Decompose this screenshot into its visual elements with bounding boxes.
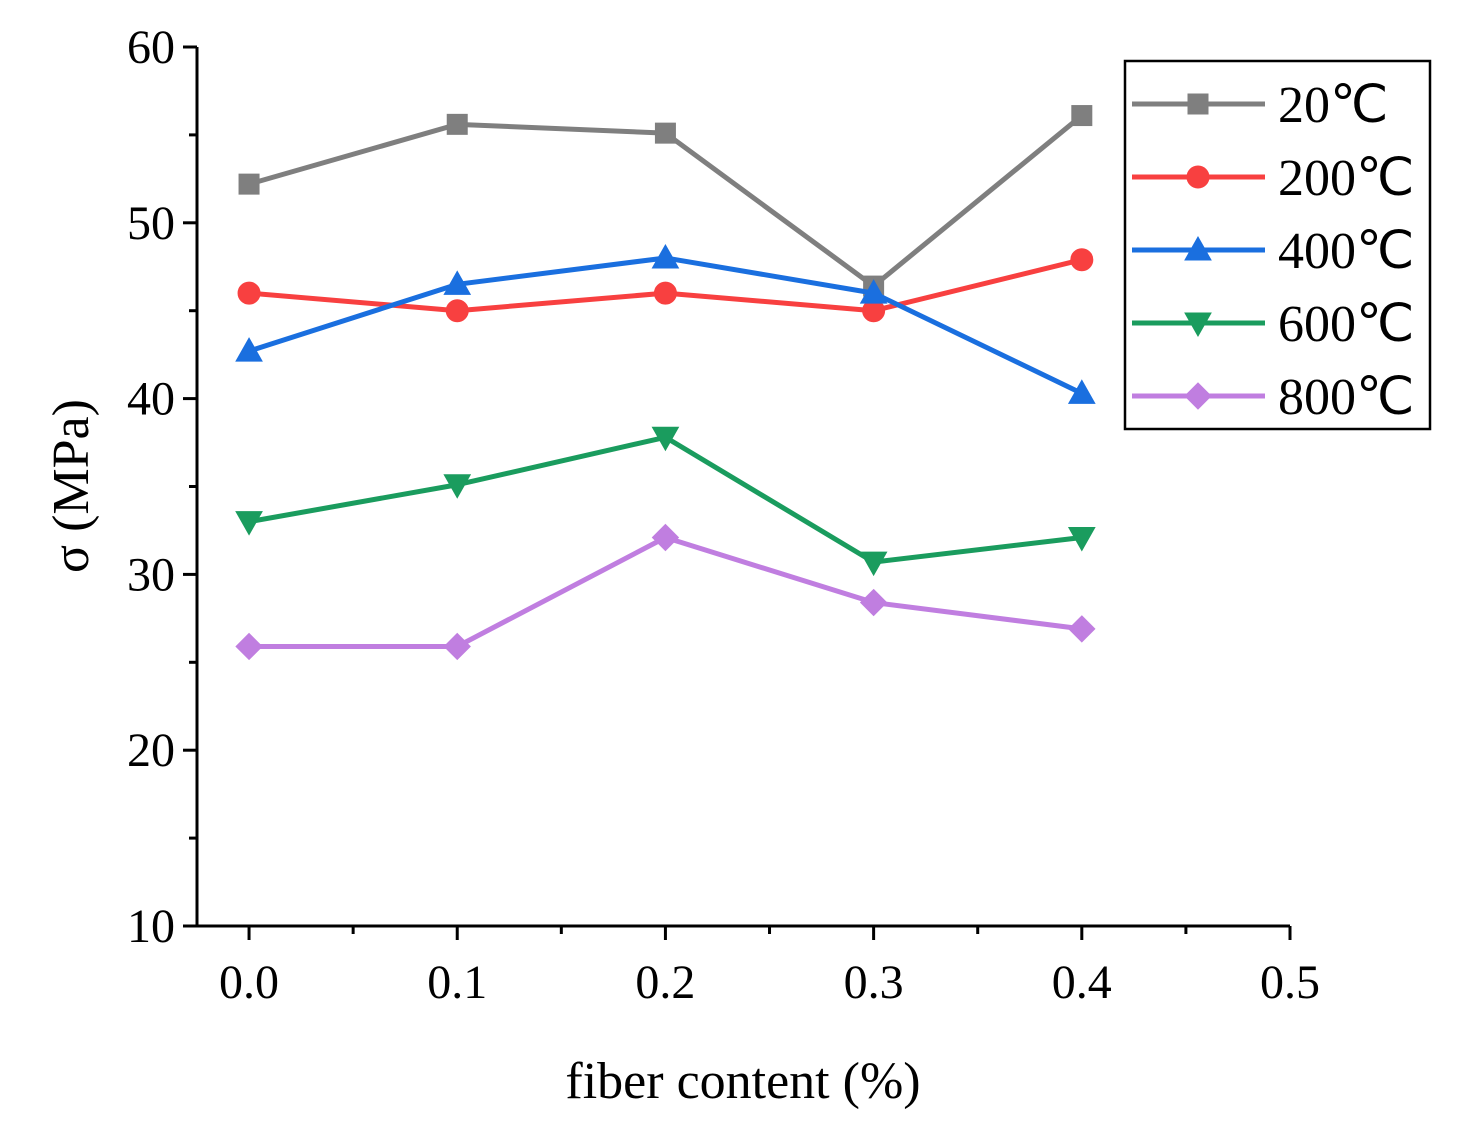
- data-point: [651, 426, 680, 452]
- data-point: [1067, 526, 1096, 552]
- legend-label: 20℃: [1278, 77, 1388, 134]
- data-point: [238, 173, 260, 195]
- legend-label: 800℃: [1278, 369, 1414, 426]
- data-point: [653, 281, 677, 305]
- y-tick-label: 60: [127, 21, 175, 74]
- data-point: [859, 279, 888, 304]
- legend-item: 200℃: [1132, 150, 1414, 207]
- x-tick-label: 0.4: [1052, 956, 1112, 1009]
- legend-item: 600℃: [1132, 296, 1414, 353]
- legend: 20℃ 200℃ 400℃ 600℃ 800℃: [1123, 59, 1432, 431]
- y-tick-label: 50: [127, 197, 175, 250]
- series-line: [248, 255, 1083, 396]
- data-point: [446, 113, 468, 135]
- data-point: [235, 337, 263, 362]
- data-point: [445, 299, 469, 323]
- ticks: 10 20 30 40 50 60 0.0 0.1 0.2 0.3 0.4 0.5: [127, 21, 1320, 1009]
- y-tick-label: 20: [127, 724, 175, 777]
- x-tick-label: 0.3: [844, 956, 904, 1009]
- legend-marker: [1184, 235, 1212, 261]
- data-point: [235, 511, 263, 536]
- data-point: [443, 270, 472, 295]
- data-point: [1070, 248, 1094, 272]
- data-point: [859, 551, 888, 577]
- legend-label: 200℃: [1278, 150, 1414, 207]
- series-group: [235, 105, 1096, 661]
- data-point: [654, 122, 676, 144]
- legend-marker: [1184, 382, 1212, 410]
- data-point: [1071, 105, 1093, 127]
- legend-item: 20℃: [1132, 77, 1388, 134]
- data-point: [237, 281, 261, 305]
- legend-marker: [1184, 312, 1212, 338]
- series-5: [235, 523, 1096, 661]
- legend-box: [1123, 59, 1432, 431]
- data-point: [443, 632, 471, 661]
- legend-item: 800℃: [1132, 369, 1414, 426]
- x-axis-title: fiber content (%): [565, 1053, 920, 1110]
- y-tick-label: 10: [127, 900, 175, 953]
- data-point: [235, 632, 263, 661]
- x-tick-label: 0.2: [635, 956, 695, 1009]
- x-tick-label: 0.1: [427, 956, 487, 1009]
- legend-item: 400℃: [1132, 223, 1414, 280]
- data-point: [1068, 615, 1096, 643]
- data-point: [443, 474, 472, 499]
- y-tick-label: 40: [127, 373, 175, 426]
- x-tick-label: 0.5: [1260, 956, 1320, 1009]
- data-point: [859, 588, 888, 617]
- legend-marker: [1187, 93, 1209, 115]
- y-axis-title: σ (MPa): [43, 399, 100, 573]
- series-4: [235, 426, 1096, 577]
- legend-label: 400℃: [1278, 223, 1414, 280]
- x-tick-label: 0.0: [219, 956, 279, 1009]
- data-point: [1067, 379, 1096, 404]
- legend-label: 600℃: [1278, 296, 1414, 353]
- data-point: [651, 523, 680, 552]
- data-point: [651, 243, 680, 269]
- series-3: [235, 243, 1096, 404]
- legend-marker: [1186, 165, 1210, 189]
- y-tick-label: 30: [127, 548, 175, 601]
